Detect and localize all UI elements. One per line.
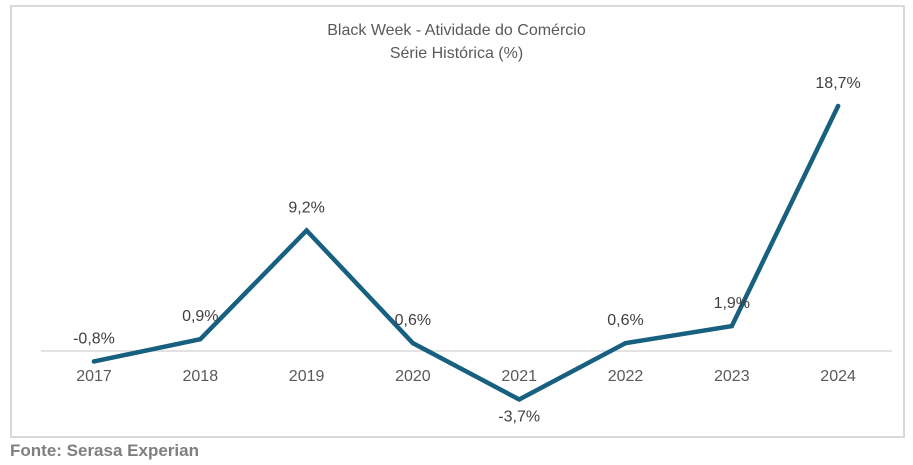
- x-tick-label: 2023: [714, 368, 750, 385]
- data-label: 18,7%: [815, 75, 860, 92]
- data-label: 1,9%: [714, 295, 750, 312]
- chart-subtitle: Série Histórica (%): [389, 45, 524, 62]
- x-tick-label: 2018: [183, 368, 219, 385]
- x-tick-label: 2019: [289, 368, 325, 385]
- data-point: [198, 337, 203, 342]
- x-tick-label: 2022: [608, 368, 644, 385]
- series-line: [91, 103, 841, 403]
- data-point: [729, 323, 734, 329]
- data-label: 0,9%: [182, 308, 218, 325]
- data-label: 9,2%: [288, 199, 324, 216]
- data-point: [91, 359, 97, 364]
- data-label: 0,6%: [607, 312, 643, 329]
- data-point: [623, 340, 628, 346]
- source-note: Fonte: Serasa Experian: [10, 441, 199, 460]
- x-tick-label: 2017: [76, 368, 112, 385]
- chart-title: Black Week - Atividade do Comércio: [327, 22, 586, 39]
- data-point: [304, 228, 309, 233]
- data-point: [517, 397, 522, 402]
- data-label: -3,7%: [498, 408, 540, 425]
- x-tick-label: 2021: [501, 368, 537, 385]
- x-tick-label: 2024: [820, 368, 856, 385]
- data-label: 0,6%: [395, 312, 431, 329]
- x-tick-label: 2020: [395, 368, 431, 385]
- data-label: -0,8%: [73, 330, 115, 347]
- data-point: [835, 103, 841, 109]
- data-point: [410, 340, 416, 346]
